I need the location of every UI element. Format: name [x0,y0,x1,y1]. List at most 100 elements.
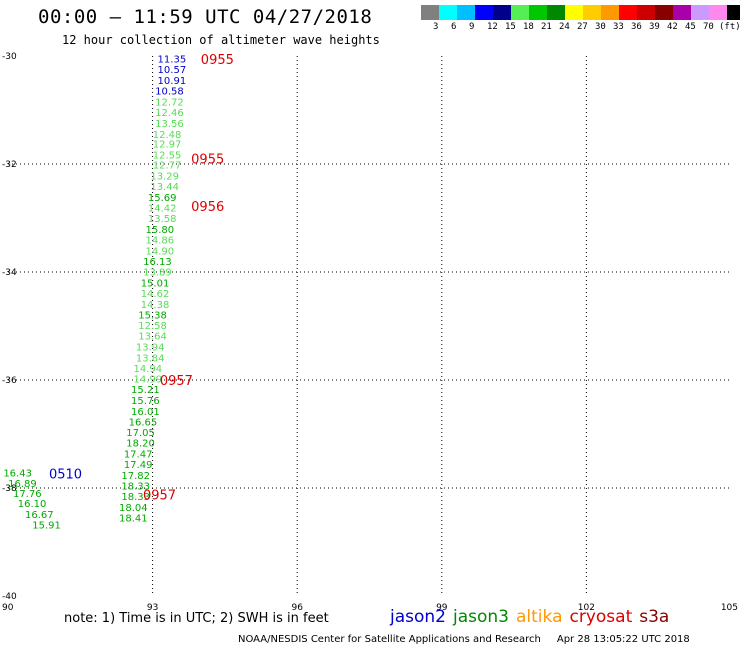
legend-swatch [727,5,740,20]
wave-height-value: 15.76 [131,396,160,407]
legend-label: 42 [667,22,678,32]
wave-height-value: 13.89 [143,267,172,278]
wave-height-value: 13.84 [136,353,165,364]
satellite-name: jason2 [390,607,446,627]
axis-tick-labels: 90 93 96 99 102 105 -30 -32 -34 -36 -38 -40 [2,52,738,613]
legend-label: 36 [631,22,642,32]
wave-height-value: 18.20 [126,439,155,450]
lat-tick-label: -36 [2,376,17,386]
legend-label: 24 [559,22,570,32]
credit-text: NOAA/NESDIS Center for Satellite Applica… [238,634,541,645]
legend-swatch [709,5,727,20]
legend-swatch [673,5,691,20]
color-legend [421,5,740,20]
pass-time-label: 0956 [191,200,224,215]
wave-height-value: 13.94 [136,343,165,354]
lon-tick-label: 105 [721,603,738,613]
pass-time-label: 0955 [201,53,234,68]
lon-tick-label: 102 [578,603,595,613]
legend-label: 39 [649,22,660,32]
legend-swatch [637,5,655,20]
satellite-name: jason3 [453,607,509,627]
wave-height-value: 16.67 [25,510,54,521]
wave-height-value: 10.58 [155,87,184,98]
wave-height-value: 14.42 [148,204,177,215]
wave-height-value: 16.43 [3,468,32,479]
lat-tick-label: -30 [2,52,17,62]
wave-height-value: 18.33 [121,481,150,492]
wave-height-value: 13.29 [150,171,179,182]
footer: NOAA/NESDIS Center for Satellite Applica… [238,634,690,645]
lat-tick-label: -40 [2,592,17,602]
wave-height-value: 12.58 [138,321,167,332]
legend-swatch [493,5,511,20]
legend-label: 18 [523,22,534,32]
legend-label: 3 [433,22,439,32]
satellite-legend: jason2 jason3 altika cryosat s3a [390,607,676,627]
lat-lon-grid [8,56,731,596]
legend-swatch [565,5,583,20]
legend-swatch [439,5,457,20]
lat-tick-label: -34 [2,268,17,278]
lat-tick-label: -32 [2,160,17,170]
wave-height-value: 17.76 [13,489,42,500]
legend-swatch [691,5,709,20]
wave-height-value: 15.69 [148,193,177,204]
legend-swatch [547,5,565,20]
legend-unit: (ft) [719,22,740,32]
legend-label: 15 [505,22,516,32]
wave-height-value: 18.33 [121,492,150,503]
legend-label: 30 [595,22,606,32]
wave-height-value: 16.89 [8,479,37,490]
lon-tick-label: 90 [2,603,14,613]
wave-height-value: 15.80 [146,225,175,236]
wave-height-value: 13.56 [155,119,184,130]
legend-swatch [475,5,493,20]
map-subtitle: 12 hour collection of altimeter wave hei… [62,33,380,47]
wave-height-value: 18.04 [119,503,148,514]
lon-tick-label: 96 [291,603,303,613]
wave-height-value: 13.44 [150,182,179,193]
wave-height-value: 14.62 [141,289,170,300]
legend-swatch [511,5,529,20]
wave-height-value: 18.41 [119,514,148,525]
map-title: 00:00 – 11:59 UTC 04/27/2018 [38,6,373,28]
units-note: note: 1) Time is in UTC; 2) SWH is in fe… [64,611,329,626]
lon-tick-label: 99 [436,603,448,613]
legend-label: 45 [685,22,696,32]
lon-tick-label: 93 [147,603,158,613]
wave-height-value: 14.90 [146,246,175,257]
legend-label: 70 [703,22,714,32]
wave-height-value: 10.57 [158,65,187,76]
wave-height-points: 11.3510.5710.9110.5812.7212.4613.5612.48… [3,55,186,532]
legend-swatch [655,5,673,20]
wave-height-value: 14.94 [133,364,162,375]
wave-height-value: 12.55 [153,150,182,161]
lat-tick-label: -38 [2,484,17,494]
generated-timestamp: Apr 28 13:05:22 UTC 2018 [556,634,690,645]
legend-label: 9 [469,22,475,32]
pass-time-labels: 0955 0955 0956 0957 0957 0510 [49,53,234,503]
wave-height-value: 13.58 [148,214,177,225]
pass-time-label: 0957 [143,488,176,503]
satellite-name: s3a [639,607,670,627]
pass-time-label: 0957 [160,374,193,389]
satellite-name: cryosat [569,607,633,627]
wave-height-value: 16.01 [131,407,160,418]
wave-height-value: 14.99 [133,374,162,385]
legend-label: 21 [541,22,552,32]
legend-label: 6 [451,22,457,32]
legend-swatch [583,5,601,20]
wave-height-value: 13.64 [138,332,167,343]
wave-height-value: 15.38 [138,311,167,322]
legend-label: 12 [487,22,498,32]
wave-height-value: 11.35 [158,55,187,66]
legend-swatch [457,5,475,20]
wave-height-value: 15.91 [32,521,61,532]
wave-height-value: 16.13 [143,257,172,268]
wave-height-value: 17.47 [124,449,153,460]
legend-swatch [601,5,619,20]
wave-height-value: 15.01 [141,278,170,289]
wave-height-value: 17.82 [121,471,150,482]
